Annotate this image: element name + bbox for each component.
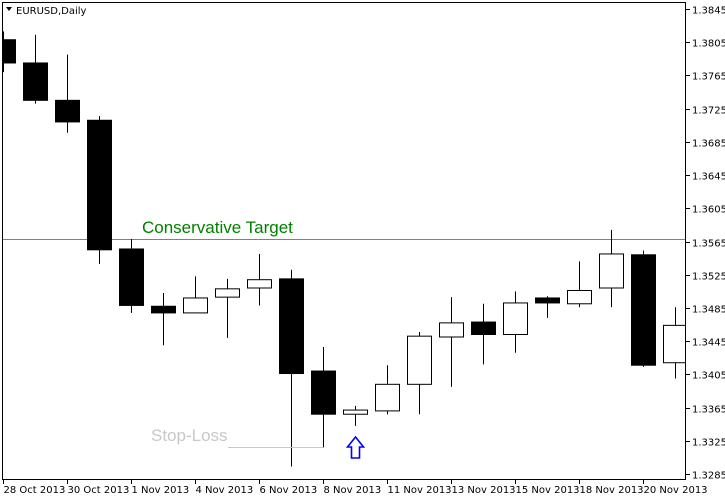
- candle: [439, 297, 464, 387]
- date-tick-label: 6 Nov 2013: [260, 485, 318, 496]
- bull-candle-body: [439, 322, 464, 338]
- date-tick-label: 1 Nov 2013: [132, 485, 190, 496]
- candle: [183, 276, 208, 314]
- candle: [55, 54, 80, 133]
- candle: [407, 332, 432, 415]
- candle: [567, 261, 592, 308]
- bull-candle-body: [663, 324, 685, 364]
- candle: [279, 269, 304, 467]
- price-tick-label: 1.3765: [692, 72, 725, 83]
- price-tick-label: 1.3565: [692, 239, 725, 250]
- bull-candle-body: [183, 297, 208, 314]
- bear-candle-body: [151, 305, 176, 314]
- bull-candle-body: [375, 383, 400, 412]
- date-tick-label: 13 Nov 2013: [452, 485, 516, 496]
- price-tick-label: 1.3845: [692, 6, 725, 17]
- bear-candle-body: [311, 370, 336, 415]
- plot-area: [2, 2, 686, 480]
- candle: [87, 116, 112, 264]
- price-tick-label: 1.3805: [692, 39, 725, 50]
- date-tick-label: 28 Oct 2013: [4, 485, 66, 496]
- price-tick-label: 1.3685: [692, 139, 725, 150]
- candle: [247, 253, 272, 306]
- bear-candle-body: [23, 62, 48, 101]
- candle: [311, 346, 336, 448]
- bull-candle-body: [247, 279, 272, 289]
- candle: [119, 239, 144, 313]
- date-tick-label: 4 Nov 2013: [196, 485, 254, 496]
- date-tick-label: 18 Nov 2013: [580, 485, 644, 496]
- bear-candle-body: [471, 321, 496, 336]
- candle: [503, 291, 528, 353]
- price-tick-label: 1.3525: [692, 272, 725, 283]
- stop-loss-group: [228, 435, 366, 459]
- price-tick-label: 1.3725: [692, 106, 725, 117]
- candle: [215, 278, 240, 338]
- candle: [23, 34, 48, 104]
- chart-title: EURUSD,Daily: [16, 6, 87, 17]
- candle: [471, 303, 496, 365]
- bull-candle-body: [503, 302, 528, 336]
- price-tick-label: 1.3445: [692, 338, 725, 349]
- target-label: Conservative Target: [142, 218, 293, 237]
- candle: [151, 292, 176, 346]
- bull-candle-body: [567, 289, 592, 305]
- price-tick-label: 1.3645: [692, 172, 725, 183]
- date-tick-label: 30 Oct 2013: [68, 485, 130, 496]
- price-tick-label: 1.3365: [692, 405, 725, 416]
- bear-candle-body: [535, 297, 560, 304]
- price-tick-label: 1.3485: [692, 305, 725, 316]
- candle: [3, 31, 16, 73]
- bull-candle-body: [599, 253, 624, 289]
- date-tick-label: 15 Nov 2013: [516, 485, 580, 496]
- bull-candle-body: [215, 288, 240, 298]
- date-tick-label: 8 Nov 2013: [324, 485, 382, 496]
- stop-loss-label: Stop-Loss: [151, 426, 228, 445]
- candle: [343, 405, 368, 426]
- date-tick-label: 11 Nov 2013: [388, 485, 452, 496]
- bull-candle-body: [343, 409, 368, 415]
- candle: [631, 250, 656, 367]
- bear-candle-body: [3, 39, 16, 64]
- triangle-down-icon[interactable]: [6, 7, 12, 11]
- price-tick-label: 1.3285: [692, 471, 725, 482]
- candle: [375, 365, 400, 415]
- bear-candle-body: [279, 278, 304, 375]
- candle: [599, 229, 624, 308]
- price-axis: 1.3845 1.3805 1.3765 1.3725 1.3685 1.3645 1.36…: [686, 6, 725, 482]
- candle: [663, 307, 685, 379]
- price-tick-label: 1.3405: [692, 371, 725, 382]
- candle: [535, 296, 560, 318]
- date-tick-label: 20 Nov 2013: [644, 485, 708, 496]
- candles: [3, 31, 685, 467]
- arrow-up-icon: [345, 435, 366, 459]
- bear-candle-body: [119, 248, 144, 306]
- bear-candle-body: [87, 119, 112, 251]
- bull-candle-body: [407, 335, 432, 385]
- bear-candle-body: [55, 99, 80, 123]
- price-tick-label: 1.3605: [692, 205, 725, 216]
- price-tick-label: 1.3325: [692, 438, 725, 449]
- time-axis: 28 Oct 2013 30 Oct 2013 1 Nov 2013 4 Nov 20…: [3, 480, 708, 496]
- bear-candle-body: [631, 254, 656, 366]
